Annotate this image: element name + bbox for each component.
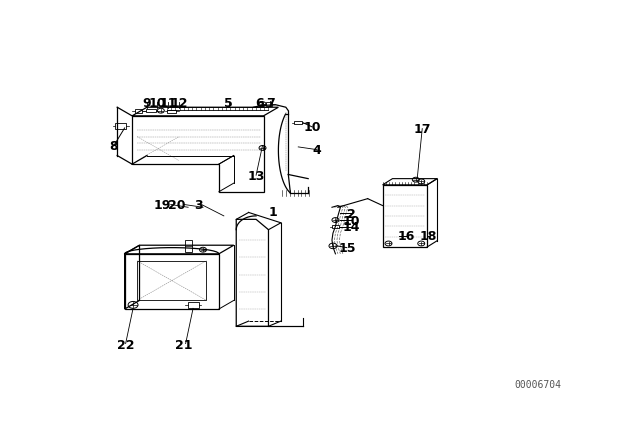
Text: 13: 13 <box>248 170 265 183</box>
Bar <box>167 110 176 113</box>
Text: 20: 20 <box>168 199 186 212</box>
Text: 9: 9 <box>143 97 151 110</box>
Bar <box>185 240 191 252</box>
Text: 7: 7 <box>266 97 275 110</box>
Bar <box>115 123 126 129</box>
Text: 10: 10 <box>303 121 321 134</box>
Text: 3: 3 <box>194 199 202 212</box>
Text: 22: 22 <box>117 339 134 352</box>
Text: 14: 14 <box>343 221 360 234</box>
Bar <box>134 108 143 113</box>
Text: 4: 4 <box>313 144 321 157</box>
Text: 2: 2 <box>348 208 356 221</box>
Text: 17: 17 <box>413 123 431 136</box>
Bar <box>294 121 302 125</box>
Bar <box>146 109 156 112</box>
Text: 12: 12 <box>170 97 188 110</box>
Text: 10: 10 <box>148 97 166 110</box>
Text: 18: 18 <box>420 230 437 243</box>
Bar <box>383 185 428 247</box>
Text: 5: 5 <box>225 97 233 110</box>
Text: 11: 11 <box>159 97 177 110</box>
Bar <box>266 103 273 106</box>
Text: 15: 15 <box>338 242 356 255</box>
Text: 19: 19 <box>153 199 170 212</box>
Text: 6: 6 <box>256 97 264 110</box>
Text: 8: 8 <box>109 140 118 153</box>
Text: 21: 21 <box>175 339 193 352</box>
Bar <box>137 261 207 301</box>
Text: 1: 1 <box>268 206 277 219</box>
Bar <box>332 225 339 228</box>
Text: 00006704: 00006704 <box>514 380 561 390</box>
Text: 10: 10 <box>343 215 360 228</box>
Bar <box>188 302 198 308</box>
Text: 16: 16 <box>397 230 415 243</box>
